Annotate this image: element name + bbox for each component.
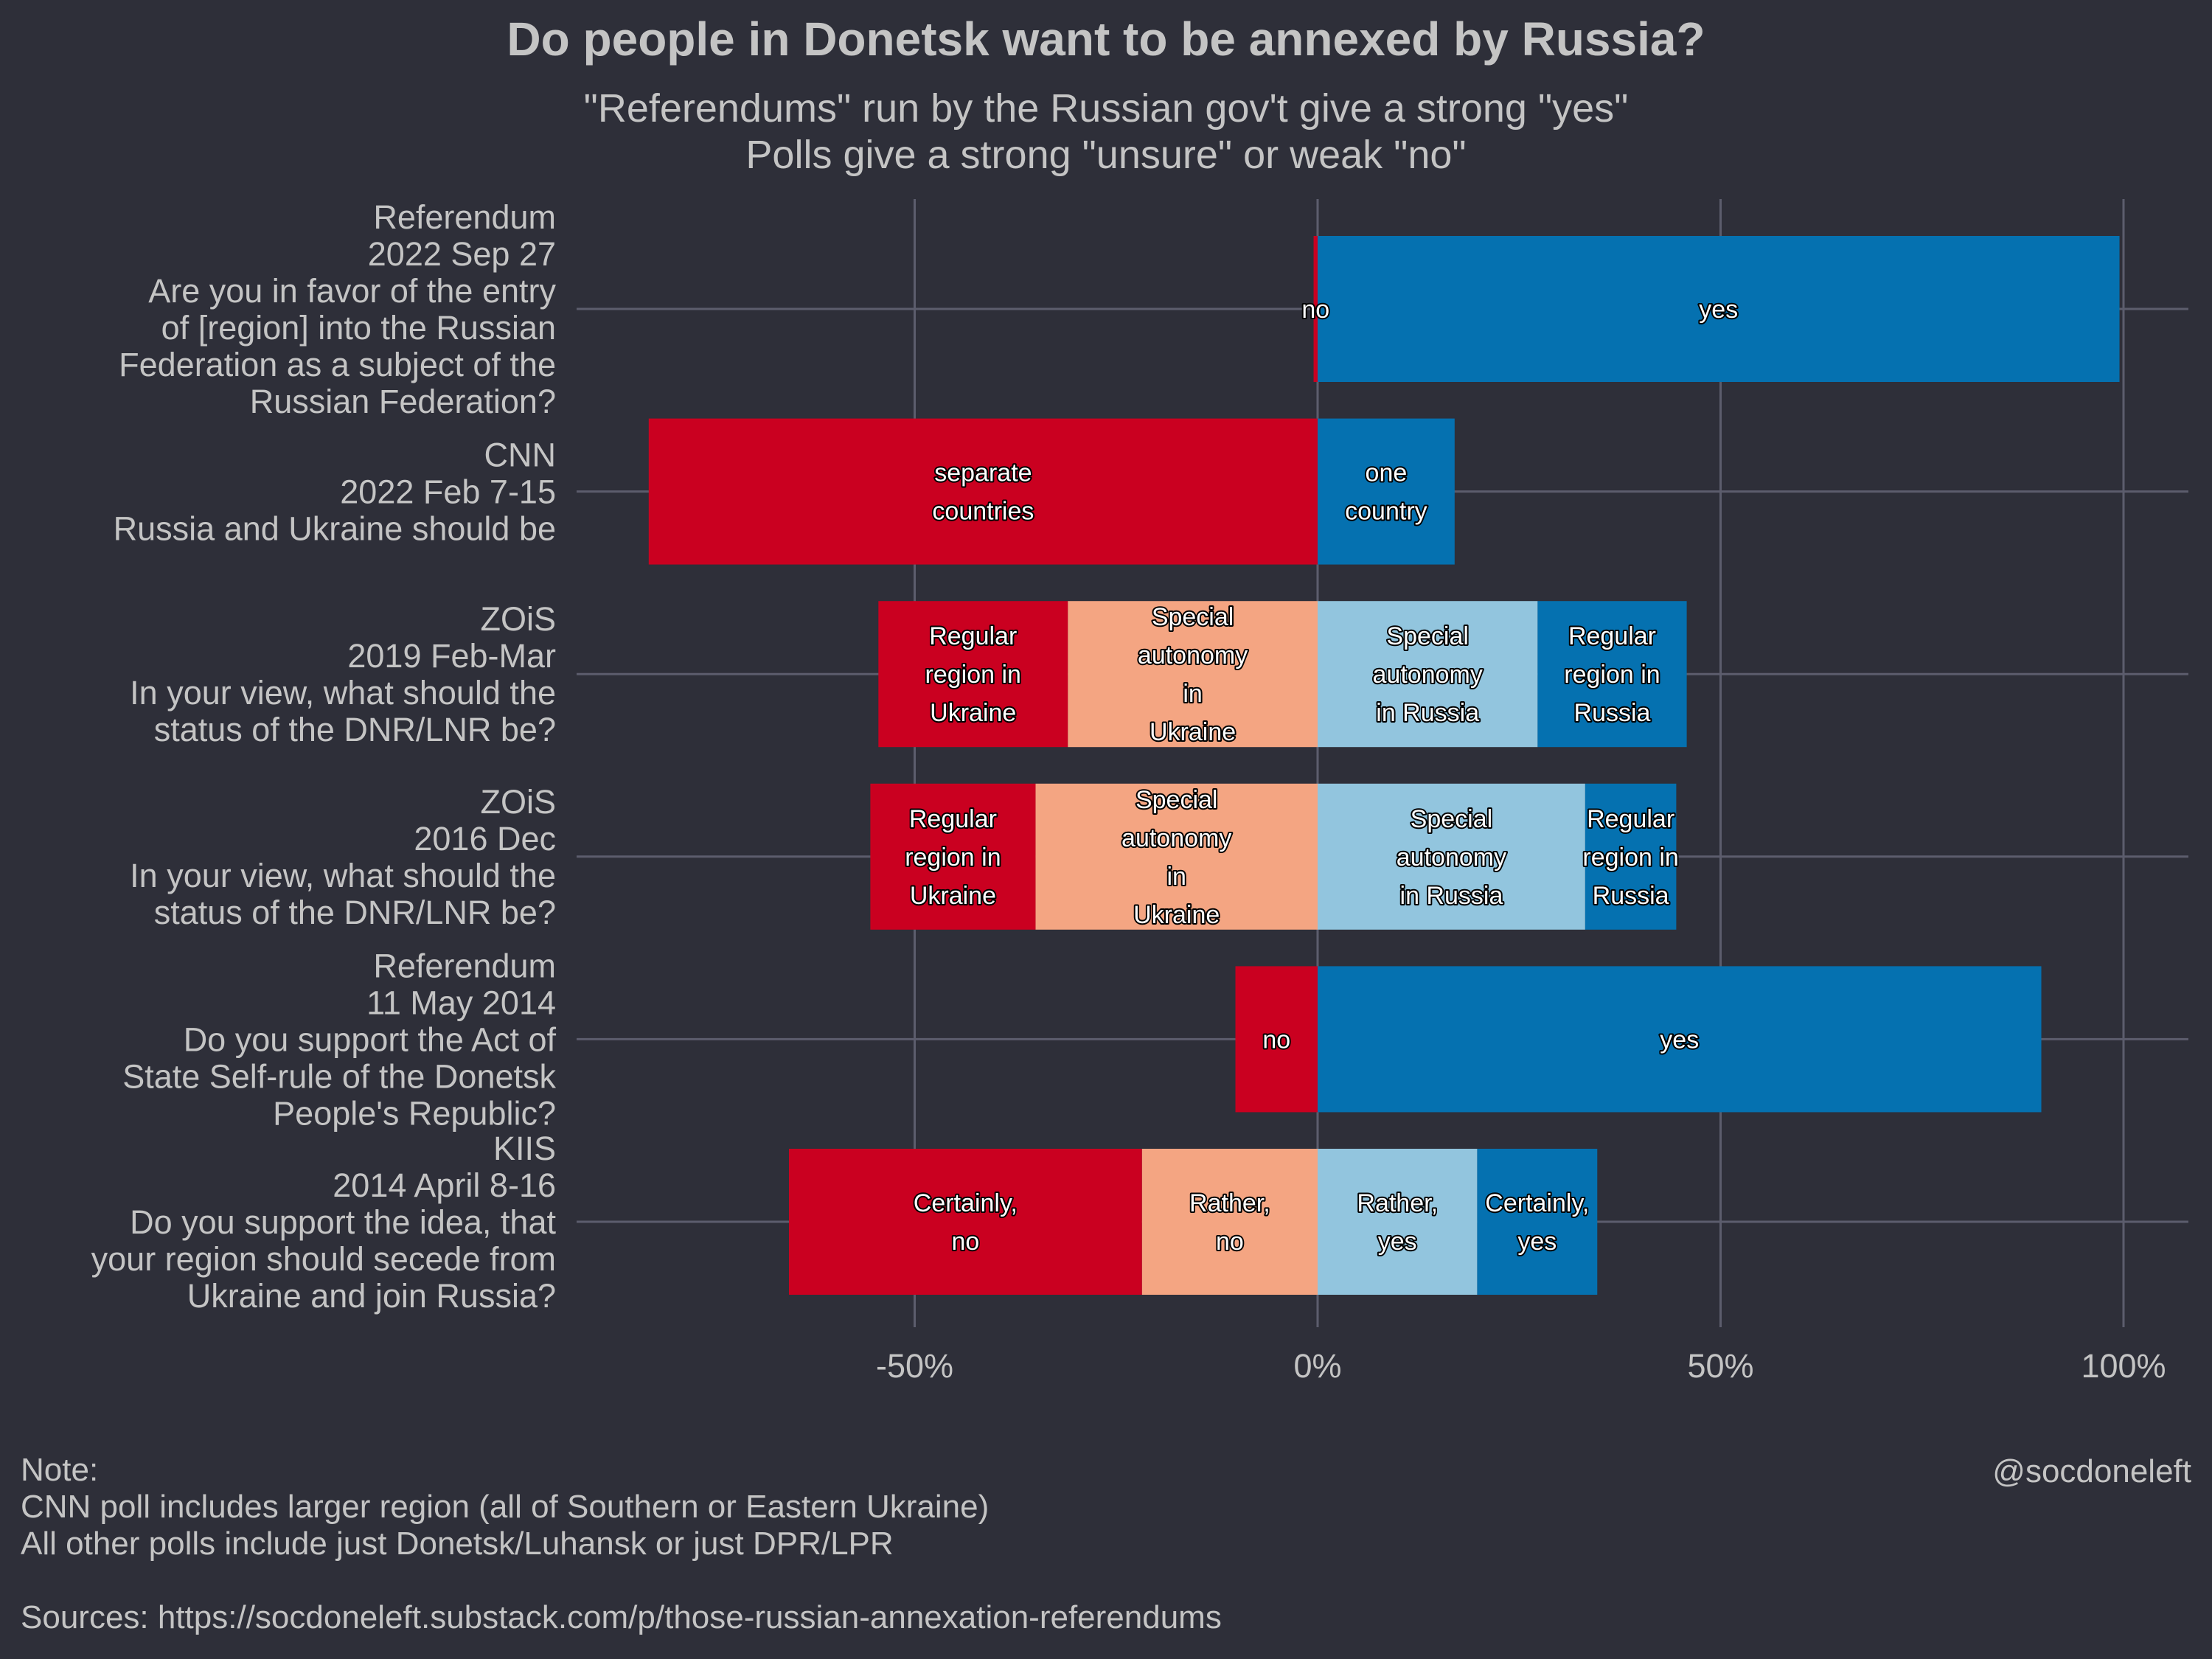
- bar-segment: [1318, 783, 1585, 930]
- segment-label: Rather, yes: [1357, 1189, 1438, 1256]
- bar-segment: [878, 601, 1068, 748]
- segment-label: Certainly, no: [914, 1189, 1018, 1256]
- segment-label: Special autonomy in Ukraine: [1121, 786, 1231, 929]
- segment-label: Regular region in Russia: [1564, 622, 1660, 727]
- category-label: Referendum 11 May 2014 Do you support the …: [122, 947, 556, 1132]
- bar-segment: [1537, 601, 1687, 748]
- chart-subtitle-line-2: Polls give a strong "unsure" or weak "no…: [745, 133, 1466, 177]
- x-tick-label: 100%: [2081, 1347, 2166, 1385]
- bar-segment: [1318, 601, 1538, 748]
- segment-label: Special autonomy in Russia: [1397, 805, 1506, 910]
- bar-segment: [1318, 236, 2120, 382]
- bar-segment: [1585, 783, 1677, 930]
- chart-subtitle-line-1: "Referendums" run by the Russian gov't g…: [584, 86, 1629, 131]
- note: Note:CNN poll includes larger region (al…: [21, 1452, 1222, 1635]
- category-labels: Referendum 2022 Sep 27 Are you in favor of…: [91, 198, 557, 1315]
- segment-label: separate countries: [932, 459, 1034, 526]
- credit: @socdoneleft: [1992, 1453, 2191, 1489]
- bar-segment: [1477, 1149, 1598, 1295]
- category-label: ZOiS 2019 Feb-Mar In your view, what shoul…: [130, 600, 556, 748]
- x-axis-tick-labels: -50% 0% 50% 100%: [876, 1347, 2166, 1385]
- chart-title: Do people in Donetsk want to be annexed …: [507, 13, 1705, 66]
- bar-segment: [1318, 966, 2042, 1113]
- bar-segment: [1318, 1149, 1478, 1295]
- bar-segment: [1035, 783, 1318, 930]
- segment-label: no: [1301, 296, 1329, 324]
- segment-label: Special autonomy in Russia: [1373, 622, 1483, 727]
- note-line: Sources: https://socdoneleft.substack.co…: [21, 1599, 1222, 1635]
- bar-segment: [1068, 601, 1318, 748]
- bar-segment: [1141, 1149, 1318, 1295]
- segment-label: one country: [1345, 459, 1427, 526]
- bar-segment: [648, 418, 1318, 565]
- note-line: Note:: [21, 1452, 98, 1488]
- segment-label: Special autonomy in Ukraine: [1138, 603, 1248, 746]
- segment-label: no: [1262, 1026, 1290, 1054]
- category-label: KIIS 2014 April 8-16 Do you support the id…: [91, 1130, 557, 1315]
- category-label: CNN 2022 Feb 7-15 Russia and Ukraine shoul…: [114, 437, 556, 548]
- bars: no yes separate countries one country Special a…: [648, 236, 2120, 1295]
- segment-label: Regular region in Ukraine: [925, 622, 1021, 727]
- category-label: ZOiS 2016 Dec In your view, what should th…: [130, 783, 556, 931]
- bar-segment: [870, 783, 1036, 930]
- x-tick-label: 0%: [1293, 1347, 1341, 1385]
- note-line: CNN poll includes larger region (all of …: [21, 1489, 989, 1525]
- segment-label: yes: [1660, 1026, 1699, 1054]
- note-line: All other polls include just Donetsk/Luh…: [21, 1526, 894, 1562]
- category-label: Referendum 2022 Sep 27 Are you in favor of…: [119, 198, 556, 420]
- x-tick-label: 50%: [1687, 1347, 1753, 1385]
- bar-segment: [1313, 236, 1318, 382]
- segment-label: Regular region in Ukraine: [905, 805, 1001, 910]
- segment-label: yes: [1699, 296, 1738, 324]
- segment-label: Rather, no: [1189, 1189, 1270, 1256]
- bar-segment: [1235, 966, 1318, 1113]
- segment-label: Certainly, yes: [1485, 1189, 1589, 1256]
- segment-label: Regular region in Russia: [1582, 805, 1678, 910]
- bar-segment: [788, 1149, 1142, 1295]
- bar-segment: [1318, 418, 1455, 565]
- x-tick-label: -50%: [876, 1347, 953, 1385]
